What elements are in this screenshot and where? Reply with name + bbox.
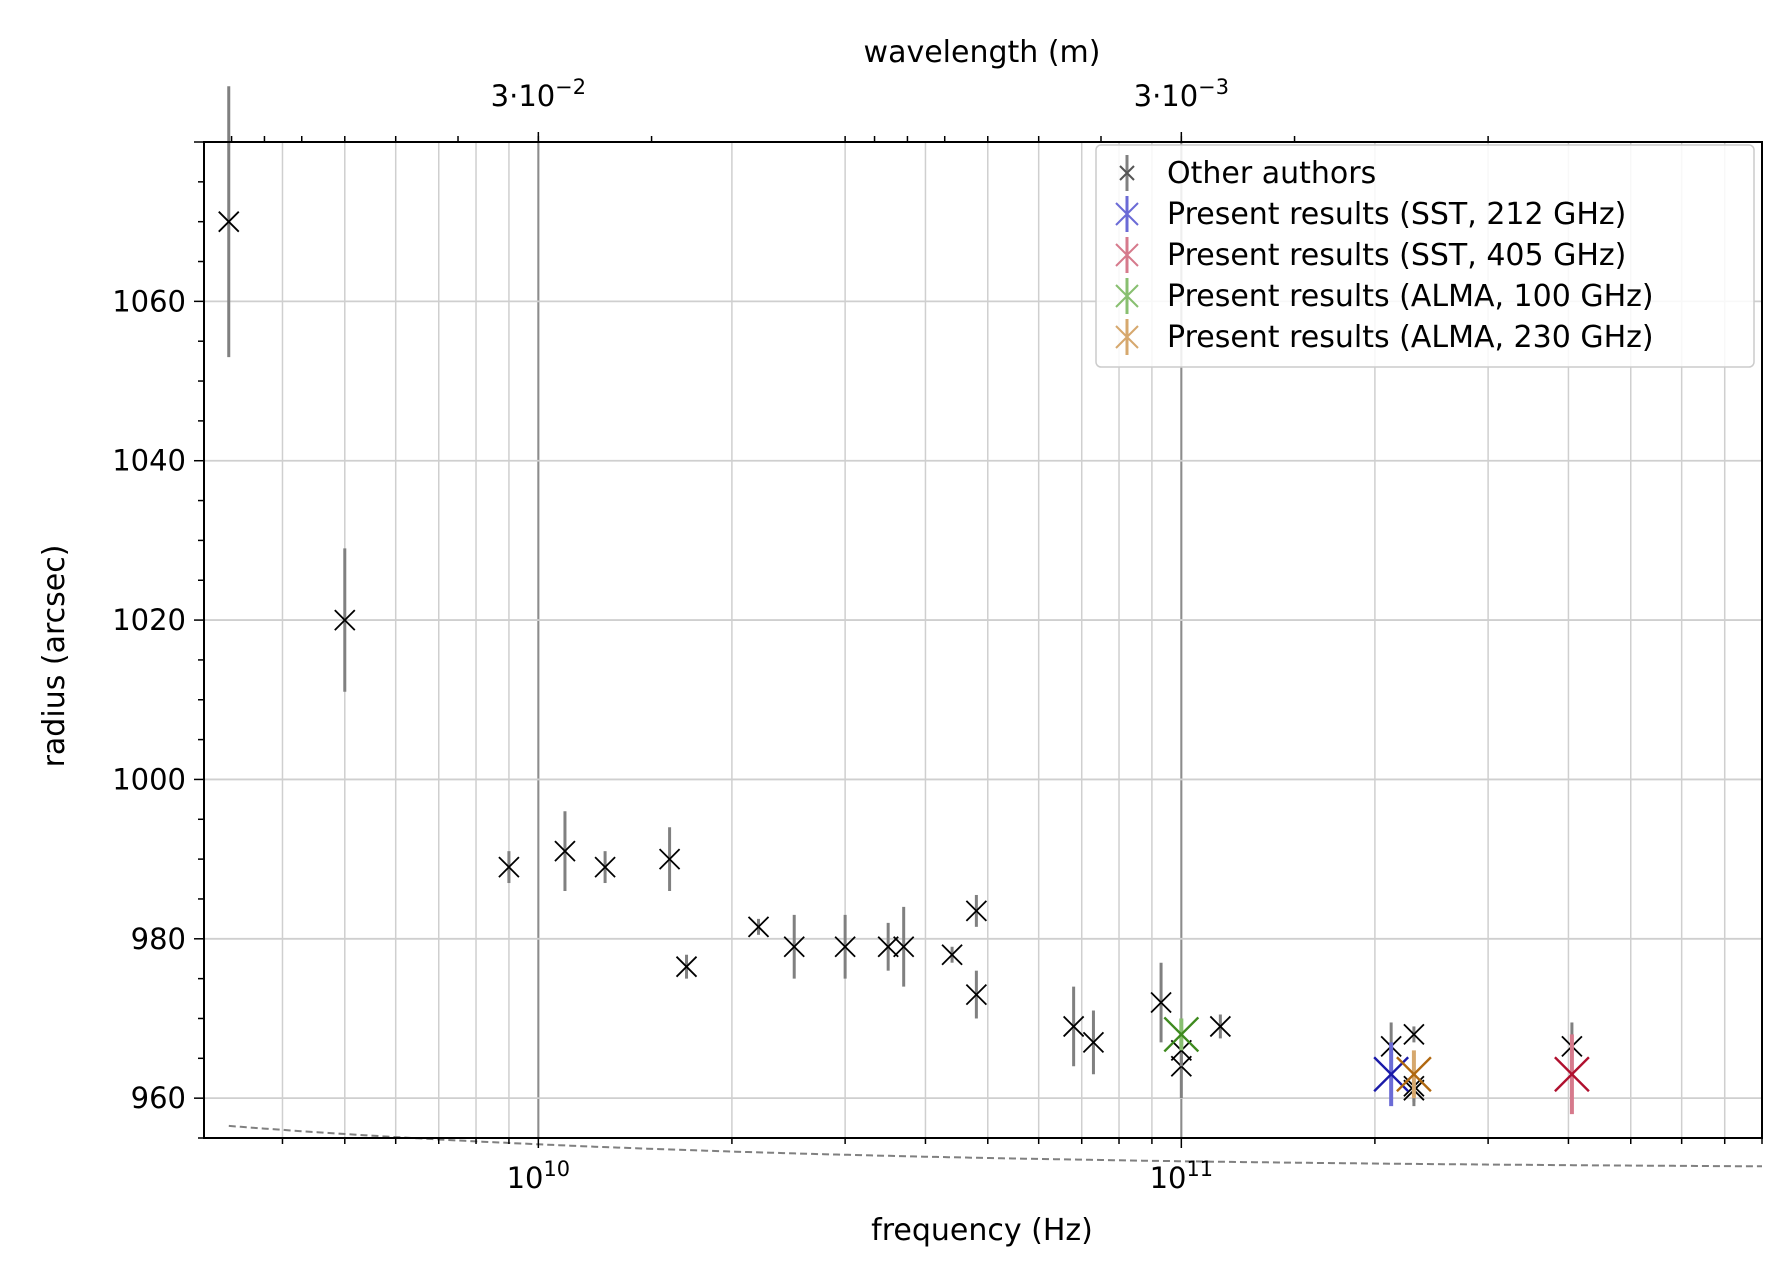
data-point <box>218 211 240 233</box>
y-tick-label: 1020 <box>112 603 186 637</box>
x-tick-label: 1011 <box>1150 1157 1213 1195</box>
legend-marker <box>1115 325 1139 349</box>
data-point <box>554 840 576 862</box>
legend: Other authors Present results (SST, 212 G… <box>1095 144 1755 368</box>
x-tick-label: 1010 <box>507 1157 570 1195</box>
top-tick-label: 3·10−2 <box>491 75 586 113</box>
legend-item: Present results (ALMA, 230 GHz) <box>1115 319 1654 355</box>
y-tick-label: 1040 <box>112 444 186 478</box>
data-point <box>783 936 805 958</box>
data-points <box>218 86 1590 1115</box>
data-point <box>965 983 988 1006</box>
data-point <box>498 856 520 878</box>
y-tick-label: 980 <box>131 922 186 956</box>
x-axis-label: frequency (Hz) <box>871 1213 1093 1248</box>
legend-marker <box>1115 202 1139 226</box>
y-tick-label: 1060 <box>112 284 186 318</box>
data-point <box>1082 1031 1105 1054</box>
data-point <box>658 848 681 870</box>
legend-label: Present results (ALMA, 100 GHz) <box>1167 279 1654 314</box>
legend-label: Present results (SST, 212 GHz) <box>1167 197 1626 232</box>
data-point <box>334 609 356 631</box>
data-point <box>594 856 616 878</box>
legend-item: Present results (SST, 212 GHz) <box>1115 196 1626 232</box>
legend-label: Other authors <box>1167 156 1376 191</box>
top-axis-label: wavelength (m) <box>864 35 1101 70</box>
legend-item: Present results (ALMA, 100 GHz) <box>1115 278 1654 314</box>
legend-box <box>1095 144 1755 368</box>
data-point <box>877 936 899 958</box>
data-point <box>747 916 770 938</box>
data-point <box>1403 1023 1425 1046</box>
data-point <box>893 936 915 958</box>
data-point <box>1150 991 1172 1014</box>
plot-frame <box>203 141 1763 1139</box>
fit-curve-layer <box>228 1124 1762 1168</box>
data-point <box>965 900 988 922</box>
legend-label: Present results (SST, 405 GHz) <box>1167 238 1626 273</box>
legend-marker <box>1115 284 1139 308</box>
y-tick-label: 1000 <box>112 762 186 796</box>
y-axis-label: radius (arcsec) <box>37 545 72 768</box>
legend-marker <box>1115 243 1139 267</box>
top-tick-label: 3·10−3 <box>1134 75 1229 113</box>
data-point <box>941 944 963 966</box>
data-point <box>675 956 698 978</box>
fit-curve <box>228 1124 1762 1168</box>
present-result-point <box>1396 1056 1432 1093</box>
legend-label: Present results (ALMA, 230 GHz) <box>1167 320 1654 355</box>
legend-item: Present results (SST, 405 GHz) <box>1115 237 1626 273</box>
legend-marker <box>1119 165 1135 181</box>
data-point <box>1062 1015 1085 1038</box>
legend-item: Other authors <box>1119 155 1376 191</box>
present-result-point <box>1163 1016 1200 1053</box>
data-point <box>1209 1015 1231 1038</box>
data-point <box>834 936 856 958</box>
present-result-point <box>1554 1056 1590 1093</box>
y-tick-label: 960 <box>131 1081 186 1115</box>
